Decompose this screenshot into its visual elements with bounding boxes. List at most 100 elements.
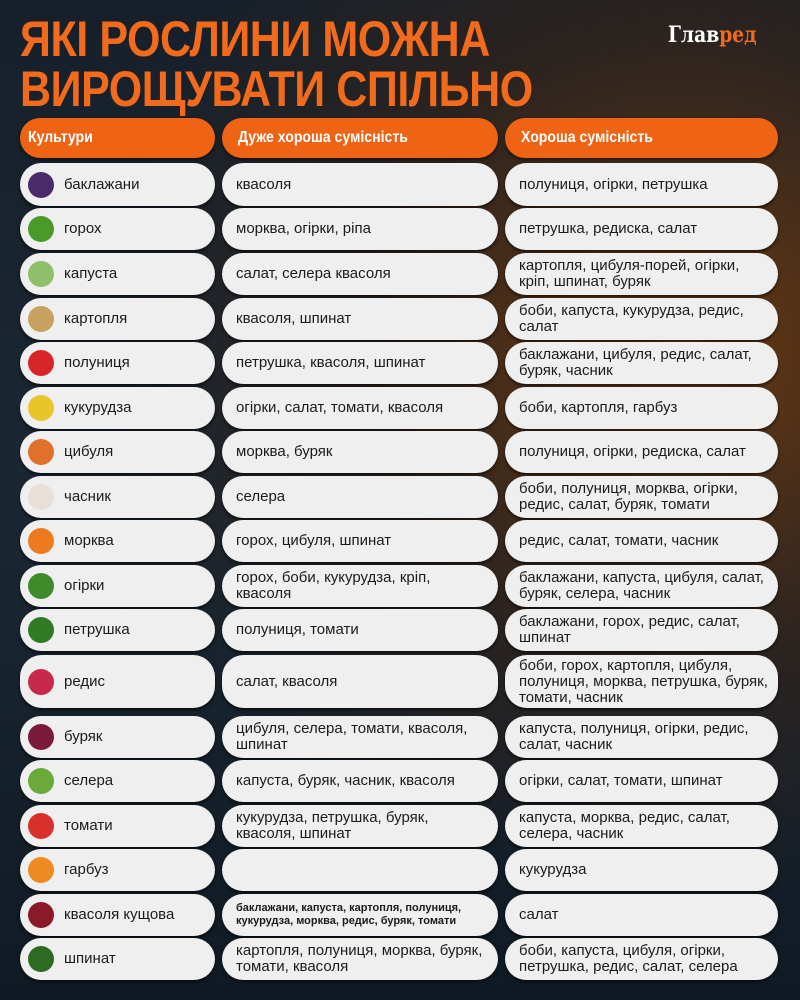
very-good-list: квасоля bbox=[236, 175, 292, 193]
good-list: петрушка, редиска, салат bbox=[519, 220, 698, 237]
header-very-good: Дуже хороша сумісність bbox=[222, 118, 498, 158]
table-cell-very-good: селера bbox=[222, 476, 498, 518]
table-cell-crop: горох bbox=[20, 208, 215, 250]
crop-name: картопля bbox=[64, 310, 128, 327]
crop-name: полуниця bbox=[64, 354, 130, 371]
table-cell-very-good: цибуля, селера, томати, квасоля, шпинат bbox=[222, 716, 498, 758]
table-cell-very-good bbox=[222, 849, 498, 891]
very-good-list: квасоля, шпинат bbox=[236, 310, 352, 327]
table-cell-good: салат bbox=[505, 894, 778, 936]
good-list: боби, картопля, гарбуз bbox=[519, 399, 678, 416]
table-cell-crop: огірки bbox=[20, 565, 215, 607]
header-label: Культури bbox=[28, 129, 93, 146]
crop-name: квасоля кущова bbox=[64, 906, 175, 923]
table-cell-crop: буряк bbox=[20, 716, 215, 758]
good-list: боби, капуста, цибуля, огірки, петрушка,… bbox=[519, 942, 738, 975]
crop-name: цибуля bbox=[64, 443, 114, 460]
very-good-list: баклажани, капуста, картопля, полуниця, … bbox=[236, 902, 462, 927]
good-list: полуниця, огірки, петрушка bbox=[519, 175, 708, 193]
table-cell-good: петрушка, редиска, салат bbox=[505, 208, 778, 250]
logo: Главред bbox=[668, 22, 757, 48]
very-good-list: морква, огірки, ріпа bbox=[236, 220, 371, 237]
table-cell-very-good: капуста, буряк, часник, квасоля bbox=[222, 760, 498, 802]
good-list: боби, капуста, кукурудза, редис, салат bbox=[519, 302, 744, 335]
very-good-list: цибуля, селера, томати, квасоля, шпинат bbox=[236, 720, 468, 753]
crop-name: редис bbox=[64, 672, 105, 690]
good-list: боби, полуниця, морква, огірки, редис, с… bbox=[519, 480, 738, 513]
good-list: огірки, салат, томати, шпинат bbox=[519, 772, 723, 789]
crop-name: часник bbox=[64, 488, 111, 505]
table-cell-crop: цибуля bbox=[20, 431, 215, 473]
beans-icon bbox=[28, 902, 54, 928]
table-cell-crop: гарбуз bbox=[20, 849, 215, 891]
logo-accent-text: ред bbox=[719, 22, 757, 48]
very-good-list: горох, боби, кукурудза, кріп, квасоля bbox=[236, 569, 431, 602]
table-cell-good: редис, салат, томати, часник bbox=[505, 520, 778, 562]
good-list: баклажани, цибуля, редис, салат, буряк, … bbox=[519, 346, 752, 379]
table-cell-crop: часник bbox=[20, 476, 215, 518]
radish-icon bbox=[28, 668, 54, 695]
table-cell-crop: томати bbox=[20, 805, 215, 847]
page-title-line-1: ЯКІ РОСЛИНИ МОЖНА bbox=[20, 11, 490, 67]
table-cell-very-good: петрушка, квасоля, шпинат bbox=[222, 342, 498, 384]
table-cell-crop: морква bbox=[20, 520, 215, 562]
crop-name: петрушка bbox=[64, 621, 130, 638]
good-list: картопля, цибуля-порей, огірки, кріп, шп… bbox=[519, 257, 740, 290]
table-cell-crop: баклажани bbox=[20, 163, 215, 206]
table-cell-very-good: полуниця, томати bbox=[222, 609, 498, 651]
garlic-icon bbox=[28, 484, 54, 510]
strawberry-icon bbox=[28, 350, 54, 376]
table-cell-very-good: горох, боби, кукурудза, кріп, квасоля bbox=[222, 565, 498, 607]
cabbage-icon bbox=[28, 261, 54, 287]
crop-name: горох bbox=[64, 220, 102, 237]
table-cell-good: капуста, полуниця, огірки, редис, салат,… bbox=[505, 716, 778, 758]
table-cell-good: кукурудза bbox=[505, 849, 778, 891]
table-cell-crop: петрушка bbox=[20, 609, 215, 651]
crop-name: гарбуз bbox=[64, 861, 109, 878]
table-cell-good: полуниця, огірки, редиска, салат bbox=[505, 431, 778, 473]
parsley-icon bbox=[28, 617, 54, 643]
header-crops: Культури bbox=[20, 118, 215, 158]
header-good: Хороша сумісність bbox=[505, 118, 778, 158]
table-cell-very-good: квасоля, шпинат bbox=[222, 298, 498, 340]
table-cell-very-good: огірки, салат, томати, квасоля bbox=[222, 387, 498, 429]
good-list: капуста, полуниця, огірки, редис, салат,… bbox=[519, 720, 749, 753]
very-good-list: морква, буряк bbox=[236, 443, 333, 460]
header-label: Дуже хороша сумісність bbox=[238, 129, 408, 146]
very-good-list: картопля, полуниця, морква, буряк, томат… bbox=[236, 942, 483, 975]
table-cell-good: боби, полуниця, морква, огірки, редис, с… bbox=[505, 476, 778, 518]
eggplant-icon bbox=[28, 171, 54, 198]
table-cell-good: боби, горох, картопля, цибуля, полуниця,… bbox=[505, 655, 778, 708]
crop-name: морква bbox=[64, 532, 114, 549]
table-cell-crop: картопля bbox=[20, 298, 215, 340]
table-cell-crop: селера bbox=[20, 760, 215, 802]
table-cell-good: полуниця, огірки, петрушка bbox=[505, 163, 778, 206]
header-label: Хороша сумісність bbox=[521, 129, 653, 146]
crop-name: шпинат bbox=[64, 950, 116, 967]
table-cell-very-good: горох, цибуля, шпинат bbox=[222, 520, 498, 562]
table-cell-crop: полуниця bbox=[20, 342, 215, 384]
good-list: баклажани, горох, редис, салат, шпинат bbox=[519, 613, 740, 646]
table-cell-crop: редис bbox=[20, 655, 215, 708]
table-cell-very-good: морква, огірки, ріпа bbox=[222, 208, 498, 250]
very-good-list: салат, квасоля bbox=[236, 672, 338, 690]
good-list: полуниця, огірки, редиска, салат bbox=[519, 443, 746, 460]
corn-icon bbox=[28, 395, 54, 421]
cucumber-icon bbox=[28, 573, 54, 599]
crop-name: огірки bbox=[64, 577, 105, 594]
table-cell-good: огірки, салат, томати, шпинат bbox=[505, 760, 778, 802]
table-cell-good: картопля, цибуля-порей, огірки, кріп, шп… bbox=[505, 253, 778, 295]
table-cell-good: баклажани, цибуля, редис, салат, буряк, … bbox=[505, 342, 778, 384]
spinach-icon bbox=[28, 946, 54, 972]
crop-name: селера bbox=[64, 772, 114, 789]
very-good-list: огірки, салат, томати, квасоля bbox=[236, 399, 444, 416]
pumpkin-icon bbox=[28, 857, 54, 883]
table-cell-crop: капуста bbox=[20, 253, 215, 295]
good-list: баклажани, капуста, цибуля, салат, буряк… bbox=[519, 569, 764, 602]
good-list: боби, горох, картопля, цибуля, полуниця,… bbox=[519, 656, 768, 706]
table-cell-crop: кукурудза bbox=[20, 387, 215, 429]
crop-name: баклажани bbox=[64, 175, 140, 193]
table-cell-very-good: баклажани, капуста, картопля, полуниця, … bbox=[222, 894, 498, 936]
beet-icon bbox=[28, 724, 54, 750]
table-cell-very-good: кукурудза, петрушка, буряк, квасоля, шпи… bbox=[222, 805, 498, 847]
